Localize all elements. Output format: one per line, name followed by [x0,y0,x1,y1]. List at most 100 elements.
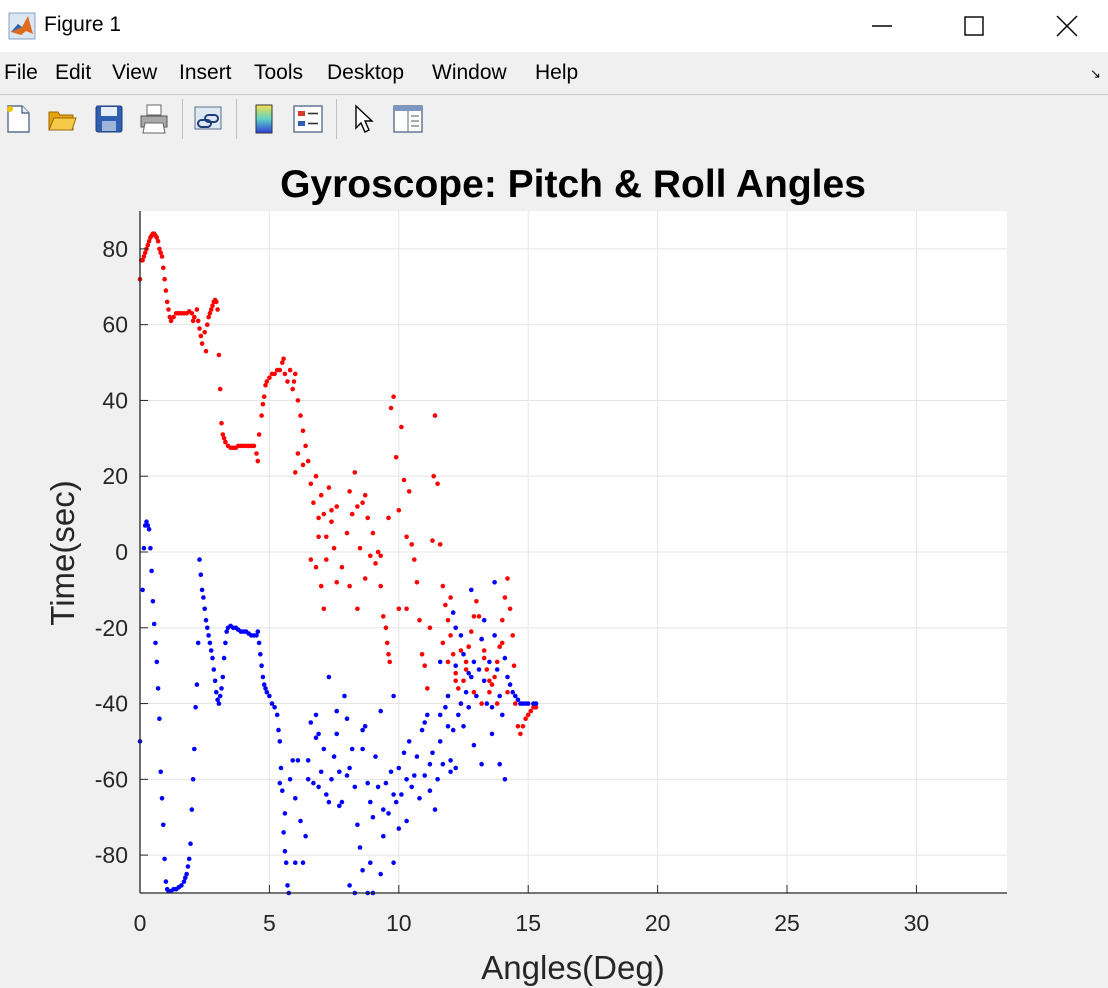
data-point [285,379,290,384]
data-point [425,712,430,718]
data-point [450,652,456,657]
data-point [181,879,187,884]
data-point [533,701,539,706]
data-point [190,777,196,782]
data-series [137,231,539,896]
data-point [386,652,391,657]
maximize-button[interactable] [950,4,998,48]
data-point [375,784,381,790]
minimize-button[interactable] [858,4,906,48]
data-point [150,599,156,604]
data-point [282,371,288,377]
save-icon[interactable] [93,103,125,135]
menu-file[interactable]: File [4,61,38,84]
data-point [287,777,293,782]
data-point [360,746,365,752]
y-tick-label: -80 [95,842,128,868]
data-point [487,678,492,684]
data-point [494,659,500,665]
data-point [450,610,456,615]
data-point [427,625,433,631]
insert-legend-icon[interactable] [292,103,324,135]
x-tick-label: 10 [386,910,412,936]
data-point [375,549,381,555]
data-point [274,712,280,718]
data-point [316,731,321,737]
data-point [414,580,420,585]
menu-edit[interactable]: Edit [55,61,92,84]
data-point [365,515,371,521]
data-point [448,595,453,600]
data-point [272,705,277,710]
data-point [396,765,402,771]
data-point [305,458,311,464]
data-point [334,708,340,714]
data-point [217,693,223,699]
open-file-icon[interactable] [46,103,78,135]
menu-window[interactable]: Window [432,61,507,84]
new-figure-icon[interactable] [2,103,34,135]
data-point [479,636,484,642]
data-point [164,299,170,305]
data-point [466,644,472,649]
y-tick-label: -60 [95,766,128,792]
data-point [202,329,207,335]
data-point [185,864,191,869]
data-point [388,405,394,411]
data-point [349,746,355,752]
menu-desktop[interactable]: Desktop [327,61,405,84]
data-point [313,735,319,740]
data-point [497,693,503,699]
menu-view[interactable]: View [112,61,158,84]
property-inspector-icon[interactable] [392,103,424,135]
menu-help[interactable]: Help [535,61,579,84]
data-point [166,307,171,312]
data-point [281,356,286,362]
dock-arrow-icon[interactable]: ↘ [1090,66,1101,81]
data-point [313,712,319,718]
data-point [159,796,165,801]
data-point [355,504,360,509]
data-point [443,602,448,608]
edit-plot-cursor-icon[interactable] [348,103,380,135]
menu-insert[interactable]: Insert [179,61,232,84]
data-point [453,765,459,771]
data-point [497,644,503,649]
menu-tools[interactable]: Tools [254,61,304,84]
data-point [159,254,165,259]
data-point [145,523,151,528]
data-point [453,670,459,676]
data-point [167,314,173,320]
data-point [381,614,386,619]
data-point [251,443,257,449]
data-point [260,674,266,680]
data-point [502,655,508,661]
data-point [347,765,352,771]
data-point [261,682,267,687]
x-tick-label: 0 [134,910,147,936]
data-point [360,500,365,506]
data-point [502,777,508,782]
data-point [263,686,268,691]
data-point [396,508,402,513]
data-point [399,792,404,797]
maximize-icon [964,16,984,36]
data-point [195,640,201,646]
data-point [207,640,213,646]
data-point [194,682,200,687]
data-point [290,386,296,392]
y-tick-label: -40 [95,691,128,717]
close-icon [1056,15,1078,37]
data-point [463,667,469,672]
print-icon[interactable] [138,103,170,135]
data-point [469,629,474,634]
insert-colorbar-icon[interactable] [248,103,280,135]
data-point [316,515,321,521]
data-point [193,705,198,710]
data-point [255,458,261,464]
data-point [331,754,337,759]
data-point [507,682,513,687]
close-button[interactable] [1043,4,1091,48]
link-plot-icon[interactable] [192,103,224,135]
data-point [293,860,298,865]
